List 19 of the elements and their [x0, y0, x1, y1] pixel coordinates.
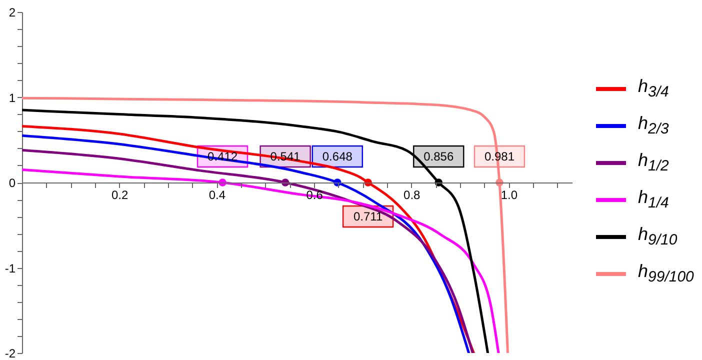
- y-tick-label: 1: [8, 90, 16, 105]
- x-tick-label: 0.2: [112, 188, 129, 202]
- legend-label: h$_{3/4}$: [638, 76, 669, 101]
- annotation: 0.711: [353, 210, 383, 224]
- y-tick-label: 0: [8, 176, 16, 190]
- legend-label: h$_{9/10}$: [638, 224, 678, 249]
- legend-label: h$_{99/100}$: [638, 261, 694, 286]
- legend-label: h$_{2/3}$: [638, 113, 669, 138]
- x-tick-label: 1.0: [500, 188, 518, 202]
- legend-label: h$_{1/2}$: [638, 150, 669, 175]
- y-tick-label: -1: [4, 261, 16, 276]
- annotation: 0.648: [322, 150, 353, 164]
- annotation: 0.856: [424, 150, 454, 164]
- legend-label: h$_{1/4}$: [638, 187, 669, 212]
- y-tick-label: 2: [8, 6, 16, 20]
- annotation: 0.981: [484, 150, 515, 164]
- y-tick-label: -2: [4, 346, 16, 360]
- x-tick-label: 0.8: [404, 188, 421, 202]
- x-tick-label: 0.4: [208, 188, 226, 202]
